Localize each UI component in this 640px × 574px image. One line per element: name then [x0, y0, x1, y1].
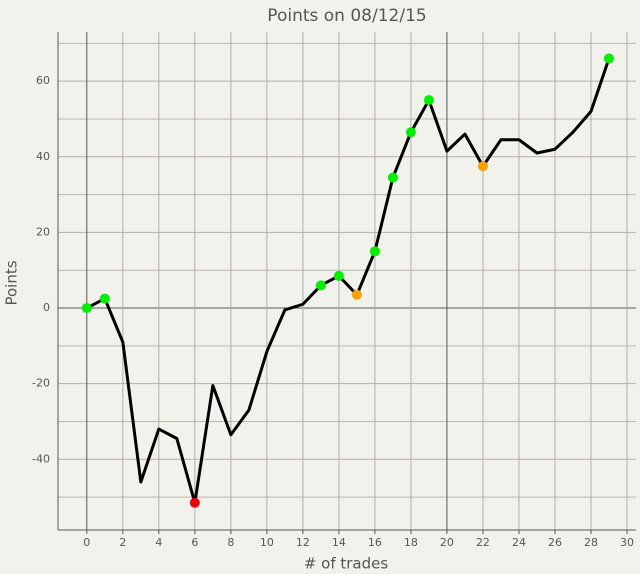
y-tick-label: -20: [32, 377, 50, 390]
marker: [351, 289, 362, 300]
x-tick-label: 26: [548, 536, 562, 549]
marker: [81, 303, 92, 314]
x-tick-label: 0: [83, 536, 90, 549]
marker: [369, 246, 380, 257]
x-tick-label: 2: [119, 536, 126, 549]
marker: [477, 161, 488, 172]
y-tick-label: 0: [43, 301, 50, 314]
x-tick-label: 14: [332, 536, 346, 549]
x-tick-label: 6: [191, 536, 198, 549]
x-tick-label: 28: [584, 536, 598, 549]
x-tick-label: 12: [296, 536, 310, 549]
y-tick-label: 20: [36, 225, 50, 238]
x-axis-label: # of trades: [304, 555, 389, 573]
marker: [603, 53, 614, 64]
x-tick-label: 16: [368, 536, 382, 549]
marker: [99, 293, 110, 304]
marker: [189, 497, 200, 508]
marker: [423, 95, 434, 106]
x-tick-label: 10: [260, 536, 274, 549]
x-tick-label: 22: [476, 536, 490, 549]
marker: [387, 172, 398, 183]
chart-title: Points on 08/12/15: [267, 6, 426, 26]
x-tick-label: 20: [440, 536, 454, 549]
x-tick-label: 30: [620, 536, 634, 549]
y-tick-label: -40: [32, 452, 50, 465]
marker: [333, 270, 344, 281]
x-tick-label: 24: [512, 536, 526, 549]
marker: [405, 127, 416, 138]
x-tick-label: 4: [155, 536, 162, 549]
x-tick-label: 8: [227, 536, 234, 549]
y-tick-label: 40: [36, 150, 50, 163]
y-tick-label: 60: [36, 74, 50, 87]
x-tick-label: 18: [404, 536, 418, 549]
marker: [315, 280, 326, 291]
y-axis-label: Points: [3, 260, 21, 305]
line: [86, 57, 611, 505]
